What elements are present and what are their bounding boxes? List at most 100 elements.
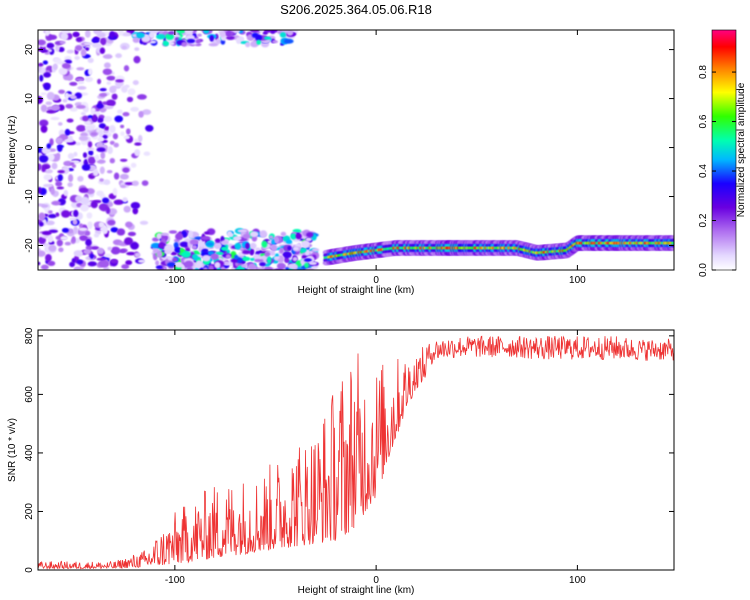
heatmap-cell bbox=[170, 251, 177, 256]
heatmap-cell bbox=[45, 220, 55, 226]
heatmap-cell bbox=[46, 109, 57, 114]
heatmap-cell bbox=[94, 154, 100, 161]
heatmap-cell bbox=[73, 209, 79, 217]
heatmap-cell bbox=[169, 41, 175, 46]
heatmap-cell bbox=[102, 68, 113, 76]
heatmap-cell bbox=[41, 49, 49, 53]
heatmap-cell bbox=[60, 235, 69, 241]
heatmap-cell bbox=[67, 182, 73, 188]
heatmap-cell bbox=[132, 80, 139, 86]
heatmap-cell bbox=[292, 229, 302, 233]
heatmap-cell bbox=[286, 30, 294, 36]
heatmap-cell bbox=[108, 125, 116, 133]
heatmap-cell bbox=[122, 197, 128, 203]
heatmap-cell bbox=[184, 260, 194, 268]
heatmap-cell bbox=[63, 189, 69, 197]
heatmap-cell bbox=[187, 230, 194, 239]
heatmap-cell bbox=[73, 250, 84, 257]
heatmap-cell bbox=[100, 37, 107, 46]
heatmap-cell bbox=[130, 106, 139, 112]
heatmap-cell bbox=[111, 93, 118, 100]
heatmap-cell bbox=[130, 242, 139, 250]
heatmap-cell bbox=[226, 230, 233, 237]
heatmap-cell bbox=[259, 262, 266, 267]
heatmap-cell bbox=[75, 37, 83, 43]
heatmap-cell bbox=[143, 151, 151, 156]
heatmap-cell bbox=[126, 251, 136, 256]
heatmap-cell bbox=[305, 267, 315, 270]
heatmap-cell bbox=[75, 104, 86, 109]
spectrogram-x-axis-label: Height of straight line (km) bbox=[298, 285, 415, 296]
heatmap-cell bbox=[58, 122, 63, 126]
heatmap-cell bbox=[91, 111, 101, 117]
heatmap-cell bbox=[225, 254, 231, 259]
heatmap-cell bbox=[105, 206, 111, 214]
heatmap-cell bbox=[57, 144, 63, 152]
heatmap-cell bbox=[38, 39, 46, 46]
heatmap-cell bbox=[58, 67, 68, 76]
heatmap-cell bbox=[179, 241, 189, 248]
heatmap-cell bbox=[242, 233, 251, 239]
heatmap-cell bbox=[45, 254, 52, 262]
colorbar-gradient bbox=[712, 30, 736, 270]
heatmap-cell bbox=[91, 43, 102, 48]
heatmap-cell bbox=[121, 45, 127, 50]
heatmap-cell bbox=[254, 258, 264, 263]
heatmap-cell bbox=[139, 220, 149, 225]
heatmap-cell bbox=[264, 251, 271, 257]
heatmap-cell bbox=[282, 251, 292, 259]
tick-label: 200 bbox=[24, 503, 35, 520]
heatmap-cell bbox=[283, 38, 294, 44]
heatmap-cell bbox=[57, 174, 63, 182]
heatmap-cell bbox=[213, 241, 222, 250]
heatmap-cell bbox=[186, 38, 196, 44]
heatmap-cell bbox=[287, 264, 296, 269]
heatmap-cell bbox=[174, 246, 182, 254]
heatmap-cell bbox=[96, 103, 104, 109]
heatmap-cell bbox=[293, 246, 299, 251]
heatmap-cell bbox=[102, 134, 108, 139]
heatmap-cell bbox=[84, 76, 94, 83]
heatmap-cell bbox=[165, 33, 174, 40]
tick-label: 0.8 bbox=[698, 65, 709, 79]
heatmap-cell bbox=[209, 35, 215, 42]
heatmap-cell bbox=[58, 89, 66, 94]
heatmap-cell bbox=[137, 134, 143, 143]
heatmap-cell bbox=[120, 184, 126, 188]
heatmap-cell bbox=[84, 30, 91, 38]
heatmap-cell bbox=[155, 34, 166, 40]
heatmap-cell bbox=[132, 207, 139, 215]
heatmap-cell bbox=[66, 49, 75, 54]
snr-y-axis-label: SNR (10 * v/v) bbox=[7, 418, 18, 482]
heatmap-cell bbox=[63, 160, 73, 167]
heatmap-cell bbox=[101, 197, 110, 204]
tick-label: 0.0 bbox=[698, 263, 709, 277]
heatmap-cell bbox=[72, 219, 78, 226]
heatmap-cell bbox=[249, 30, 260, 33]
heatmap-cell bbox=[74, 266, 85, 270]
heatmap-cell bbox=[202, 254, 211, 262]
heatmap-cell bbox=[51, 200, 61, 206]
heatmap-cell bbox=[167, 31, 175, 35]
heatmap-cell bbox=[114, 115, 124, 123]
heatmap-cell bbox=[77, 175, 84, 182]
heatmap-cell bbox=[238, 36, 244, 41]
heatmap-cell bbox=[107, 219, 116, 226]
heatmap-cell bbox=[175, 262, 183, 268]
heatmap-cell bbox=[98, 123, 107, 129]
heatmap-cell bbox=[256, 39, 261, 45]
heatmap-cell bbox=[80, 48, 87, 57]
heatmap-cell bbox=[127, 88, 136, 96]
heatmap-cell bbox=[273, 256, 280, 260]
heatmap-cell bbox=[96, 190, 104, 197]
heatmap-cell bbox=[279, 32, 287, 38]
heatmap-cell bbox=[88, 150, 94, 156]
heatmap-cell bbox=[226, 35, 235, 41]
heatmap-cell bbox=[115, 53, 122, 59]
heatmap-cell bbox=[148, 31, 155, 39]
heatmap-cell bbox=[287, 245, 292, 251]
heatmap-cell bbox=[304, 262, 309, 269]
heatmap-cell bbox=[96, 257, 106, 261]
heatmap-cell bbox=[126, 96, 134, 103]
